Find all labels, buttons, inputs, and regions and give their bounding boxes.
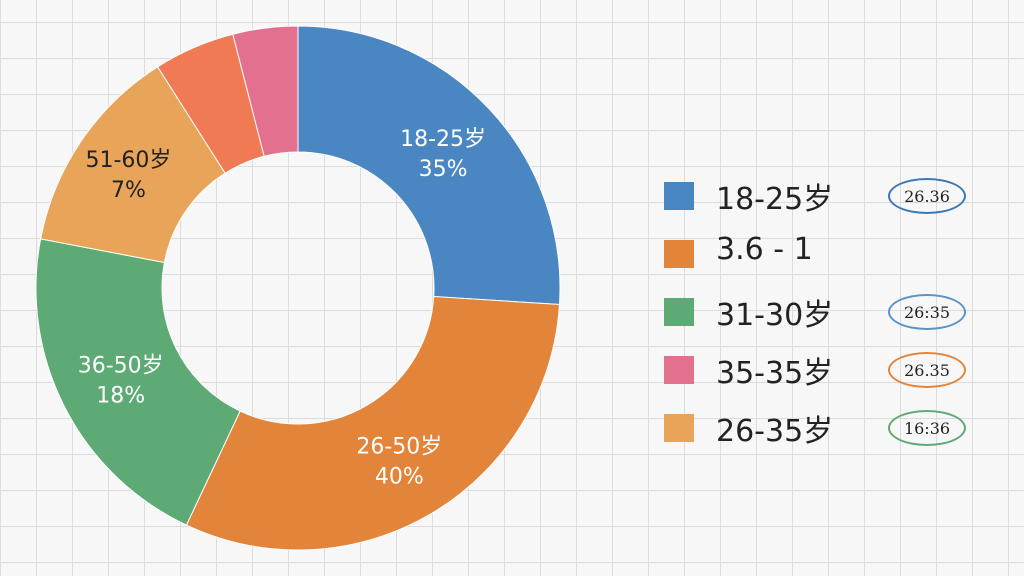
legend-swatch <box>664 356 694 384</box>
legend-label: 35-35岁 <box>716 356 834 391</box>
legend-oval-note: 26:35 <box>888 294 966 330</box>
legend-label: 18-25岁 <box>716 182 834 217</box>
donut-slice-2 <box>35 238 241 526</box>
slice-label-3: 51-60岁 <box>85 148 171 173</box>
legend-oval-note: 16:36 <box>888 410 966 446</box>
legend-item-3: 35-35岁 26.35 <box>664 346 1004 404</box>
legend-oval-note: 26.35 <box>888 352 966 388</box>
legend-item-0: 18-25岁 26.36 <box>664 172 1004 230</box>
donut-slice-0 <box>297 25 561 305</box>
slice-label-1: 26-50岁 <box>356 434 442 459</box>
donut-slice-5 <box>232 25 299 157</box>
legend-label: 26-35岁 <box>716 414 834 449</box>
slice-percent-3: 7% <box>111 178 146 203</box>
legend-item-4: 26-35岁 16:36 <box>664 404 1004 462</box>
legend-swatch <box>664 414 694 442</box>
chart-legend: 18-25岁 26.36 3.6 - 1 31-30岁 26:35 35-35岁… <box>664 172 1004 462</box>
slice-percent-1: 40% <box>375 464 424 489</box>
legend-item-1: 3.6 - 1 <box>664 230 1004 288</box>
legend-swatch <box>664 298 694 326</box>
slice-label-2: 36-50岁 <box>78 353 164 378</box>
donut-chart: 18-25岁 35% 26-50岁 40% 36-50岁 18% 51-60岁 7% <box>35 25 561 551</box>
slice-label-0: 18-25岁 <box>400 127 486 152</box>
slice-percent-0: 35% <box>419 157 468 182</box>
legend-swatch <box>664 182 694 210</box>
legend-label: 3.6 - 1 <box>716 232 813 267</box>
slice-percent-2: 18% <box>96 383 145 408</box>
legend-swatch <box>664 240 694 268</box>
legend-label: 31-30岁 <box>716 298 834 333</box>
legend-item-2: 31-30岁 26:35 <box>664 288 1004 346</box>
legend-oval-note: 26.36 <box>888 178 966 214</box>
donut-slice-1 <box>185 296 561 551</box>
